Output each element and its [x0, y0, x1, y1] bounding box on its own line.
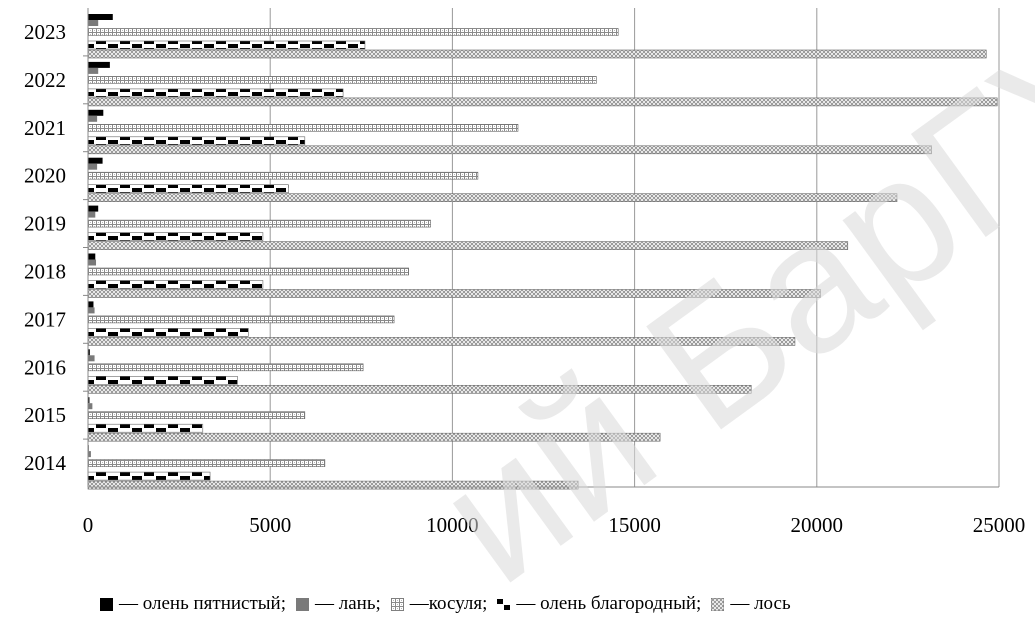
legend-swatch-sika-deer [100, 597, 113, 611]
y-tick-label: 2019 [24, 212, 66, 236]
bar-2014-series-2 [87, 459, 326, 467]
bar-2023-series-0 [88, 14, 113, 20]
bars [87, 14, 998, 490]
bar-2022-series-4 [87, 97, 998, 107]
bar-2021-series-3 [87, 136, 306, 146]
bar-2017-series-4 [87, 337, 796, 346]
x-tick-label: 25000 [973, 513, 1026, 537]
legend: — олень пятнистый; — лань; —косуля; — ол… [100, 591, 1035, 617]
bar-2019-series-4 [87, 241, 849, 250]
bar-2018-series-2 [87, 267, 409, 276]
bar-2022-series-3 [87, 88, 344, 98]
bar-2022-series-2 [87, 76, 597, 84]
bar-2022-series-0 [88, 61, 110, 68]
bar-2019-series-0 [88, 205, 99, 212]
bar-2018-series-1 [88, 259, 97, 266]
bar-2016-series-1 [88, 355, 95, 362]
bar-2021-series-0 [88, 109, 104, 116]
y-tick-label: 2021 [24, 116, 66, 140]
x-tick-label: 0 [83, 513, 94, 537]
bar-2021-series-1 [88, 115, 98, 122]
bar-2020-series-4 [87, 193, 898, 202]
legend-item-sika-deer: — олень пятнистый; [100, 593, 286, 615]
bar-chart: 2014 2015 2016 2017 2018 2019 2020 2021 2022 2023… [24, 8, 1026, 537]
y-tick-label: 2017 [24, 307, 66, 331]
bar-2020-series-2 [87, 171, 479, 180]
x-tick-label: 15000 [608, 513, 661, 537]
bar-2017-series-2 [87, 315, 395, 324]
bar-2020-series-0 [88, 157, 103, 164]
bar-2015-series-4 [87, 432, 661, 442]
bar-2014-series-4 [87, 480, 579, 490]
legend-swatch-red-deer [497, 598, 511, 610]
bar-2017-series-1 [88, 307, 95, 314]
bar-2016-series-3 [87, 375, 238, 385]
legend-item-elk: — лось [711, 593, 791, 615]
bar-2015-series-0 [88, 397, 90, 404]
bar-2023-series-3 [87, 40, 366, 50]
bar-2023-series-2 [87, 28, 619, 36]
x-tick-labels: 0 5000 10000 15000 20000 25000 [83, 513, 1026, 537]
bar-2016-series-4 [87, 384, 752, 394]
y-tick-label: 2020 [24, 164, 66, 188]
bar-2014-series-1 [88, 451, 91, 458]
y-tick-label: 2015 [24, 403, 66, 427]
x-tick-label: 10000 [426, 513, 479, 537]
legend-label-roe-deer: —косуля; [409, 593, 488, 614]
bar-2023-series-4 [87, 49, 987, 59]
bar-2016-series-0 [88, 349, 90, 356]
bar-2015-series-3 [87, 423, 204, 433]
bar-2019-series-1 [88, 211, 96, 218]
legend-swatch-fallow-deer [296, 597, 309, 611]
bar-2021-series-4 [87, 145, 932, 155]
legend-label-fallow-deer: — лань; [315, 593, 381, 614]
y-tick-label: 2022 [24, 68, 66, 92]
bar-2020-series-1 [88, 163, 98, 170]
bar-2023-series-1 [88, 20, 99, 26]
bar-2020-series-3 [87, 184, 289, 193]
x-tick-label: 20000 [791, 513, 844, 537]
bar-2015-series-1 [88, 403, 93, 410]
legend-swatch-elk [711, 597, 725, 611]
bar-2021-series-2 [87, 124, 519, 132]
legend-item-fallow-deer: — лань; [296, 593, 381, 615]
bar-2014-series-3 [87, 471, 211, 481]
y-tick-label: 2016 [24, 355, 66, 379]
y-tick-label: 2014 [24, 451, 67, 475]
legend-item-roe-deer: —косуля; [390, 593, 488, 615]
x-tick-label: 5000 [249, 513, 291, 537]
legend-swatch-roe-deer [390, 597, 404, 611]
bar-2018-series-3 [87, 280, 264, 289]
bar-2018-series-4 [87, 289, 821, 298]
legend-item-red-deer: — олень благородный; [497, 593, 701, 615]
bar-2017-series-3 [87, 328, 249, 337]
bar-2019-series-2 [87, 219, 431, 228]
bar-2019-series-3 [87, 232, 264, 241]
y-tick-labels: 2014 2015 2016 2017 2018 2019 2020 2021 2022 2023 [24, 20, 67, 475]
bar-2016-series-2 [87, 363, 364, 372]
legend-label-elk: — лось [730, 593, 791, 614]
bar-2015-series-2 [87, 411, 306, 420]
bar-2022-series-1 [88, 67, 99, 74]
legend-label-sika-deer: — олень пятнистый; [119, 593, 286, 614]
axes [83, 8, 999, 488]
bar-2018-series-0 [88, 253, 96, 260]
y-tick-label: 2023 [24, 20, 66, 44]
bar-2017-series-0 [88, 301, 94, 308]
y-tick-label: 2018 [24, 259, 66, 283]
legend-label-red-deer: — олень благородный; [516, 593, 702, 614]
